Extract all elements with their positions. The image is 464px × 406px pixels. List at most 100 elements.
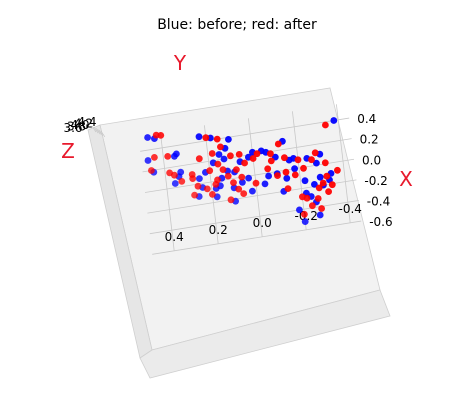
point-after xyxy=(281,154,288,162)
point-after xyxy=(319,179,327,187)
point-after xyxy=(284,185,292,193)
y-tick-label: -0.4 xyxy=(338,202,361,216)
point-after xyxy=(208,150,216,157)
z-tick-label: 3.8 xyxy=(67,120,86,134)
z-grid-line xyxy=(98,129,103,136)
z-tick-label: 4.4 xyxy=(77,115,96,129)
point-after xyxy=(227,152,234,160)
y-grid-line xyxy=(248,118,263,237)
z-tick-label: 4.0 xyxy=(70,118,89,132)
x-grid-line xyxy=(140,117,350,152)
point-before xyxy=(144,134,152,141)
point-after xyxy=(291,171,299,179)
point-after xyxy=(235,185,243,193)
x-tick-label: -0.4 xyxy=(367,194,390,208)
data-points xyxy=(144,117,341,226)
point-after xyxy=(299,193,306,201)
point-after xyxy=(274,172,281,180)
point-before xyxy=(173,150,180,158)
z-grid-line xyxy=(100,130,106,138)
point-after xyxy=(252,179,260,187)
point-after xyxy=(203,185,211,193)
point-after xyxy=(240,190,248,198)
x-tick-label: -0.6 xyxy=(369,215,392,229)
x-tick-label: -0.2 xyxy=(364,174,387,188)
point-after xyxy=(214,176,221,184)
point-before xyxy=(225,136,232,143)
z-tick-label: 4.2 xyxy=(74,117,93,131)
point-after xyxy=(301,210,308,218)
x-grid-line xyxy=(149,200,359,235)
point-before xyxy=(144,157,152,164)
point-after xyxy=(164,153,172,160)
point-after xyxy=(300,164,307,172)
point-before xyxy=(301,218,309,226)
point-before xyxy=(301,177,309,185)
point-before xyxy=(296,206,303,214)
point-before xyxy=(195,133,203,141)
point-after xyxy=(274,140,282,148)
point-after xyxy=(217,143,224,151)
point-before xyxy=(283,174,291,182)
point-after xyxy=(321,159,329,167)
point-after xyxy=(195,155,203,163)
tick-labels: -0.6-0.4-0.20.00.20.4-0.4-0.20.00.20.43.… xyxy=(63,112,392,244)
point-before xyxy=(265,172,272,180)
point-before xyxy=(196,175,203,183)
point-after xyxy=(334,166,341,174)
x-tick-label: 0.2 xyxy=(360,133,379,147)
y-tick-label: 0.0 xyxy=(253,216,272,230)
point-after xyxy=(230,179,237,187)
point-after xyxy=(235,151,243,158)
point-after xyxy=(227,196,235,204)
point-after xyxy=(311,149,319,157)
point-after xyxy=(309,202,316,210)
point-after xyxy=(148,167,155,174)
point-after xyxy=(188,171,196,178)
point-after xyxy=(282,168,290,176)
point-after xyxy=(308,156,315,164)
point-after xyxy=(249,155,257,162)
point-after xyxy=(314,195,322,202)
point-after xyxy=(267,157,275,165)
point-after xyxy=(267,150,274,158)
z-tick-label: 3.6 xyxy=(63,121,82,135)
x-tick-label: 0.4 xyxy=(357,112,376,126)
x-axis-label: X xyxy=(399,167,413,191)
point-before xyxy=(215,151,223,158)
point-after xyxy=(209,191,216,198)
z-grid-line xyxy=(93,126,99,134)
point-before xyxy=(177,168,185,176)
point-before xyxy=(330,117,338,124)
y-grid-line xyxy=(336,104,351,223)
z-grid-line xyxy=(96,128,101,135)
point-after xyxy=(202,134,210,142)
point-before xyxy=(313,159,320,167)
point-before xyxy=(291,165,298,173)
y-grid-line xyxy=(160,132,175,251)
point-after xyxy=(233,166,240,174)
point-after xyxy=(166,169,174,177)
point-before xyxy=(316,211,324,219)
point-before xyxy=(261,180,269,188)
y-grid-line xyxy=(204,125,219,244)
point-after xyxy=(213,135,221,143)
point-after xyxy=(152,131,160,139)
point-after xyxy=(224,172,232,180)
y-tick-label: 0.2 xyxy=(209,223,228,237)
x-tick-label: 0.0 xyxy=(362,153,381,167)
bottom-pane xyxy=(139,289,391,379)
point-before xyxy=(171,180,179,187)
y-tick-label: 0.4 xyxy=(165,230,184,244)
point-after xyxy=(328,181,336,189)
point-after xyxy=(323,172,331,180)
point-after xyxy=(325,188,332,196)
point-after xyxy=(194,182,202,190)
point-after xyxy=(238,173,246,181)
point-after xyxy=(264,165,272,173)
y-grid-line xyxy=(292,111,307,230)
point-after xyxy=(191,191,199,199)
point-before xyxy=(220,155,228,163)
point-before xyxy=(239,178,246,186)
